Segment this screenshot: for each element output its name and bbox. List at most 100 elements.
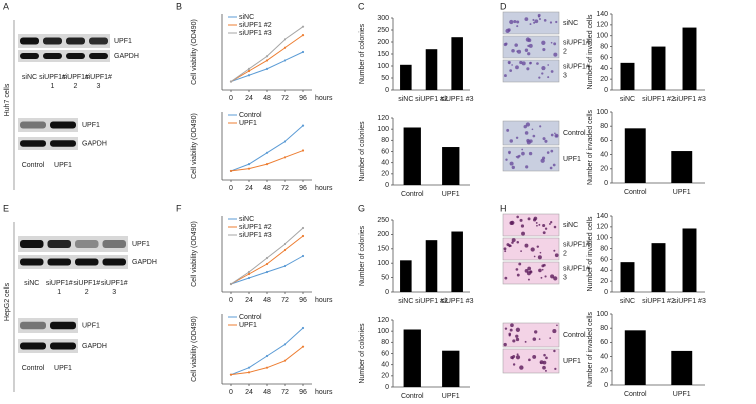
cell-dot (544, 369, 547, 372)
y-axis-label: Cell viability (OD490) (191, 221, 198, 287)
point (283, 242, 287, 246)
blot-strip (18, 255, 128, 269)
point (265, 256, 269, 260)
cell-dot (543, 19, 547, 22)
cell-dot (528, 151, 533, 156)
cell-dot (545, 356, 548, 360)
cell-dot (523, 124, 527, 129)
point (301, 124, 305, 127)
x-tick-label: 48 (263, 95, 271, 102)
point (247, 272, 251, 276)
cell-dot (525, 122, 531, 127)
y-tick-label: 0 (604, 180, 608, 187)
point (283, 156, 287, 159)
cell-dot (504, 250, 507, 253)
cell-dot (509, 19, 514, 25)
blot-band (20, 321, 46, 330)
point (265, 270, 269, 274)
cell-dot (528, 358, 531, 362)
y-tick-label: 120 (596, 22, 608, 29)
blot-band (20, 121, 46, 129)
x-tick-label: 0 (229, 297, 233, 304)
legend-label: siUPF1 #2 (239, 22, 272, 29)
blot-band (75, 240, 99, 248)
y-tick-label: 0 (604, 87, 608, 94)
cell-dot (543, 353, 546, 357)
y-tick-label: 0 (604, 289, 608, 296)
cell-dot (552, 329, 557, 334)
cell-dot (554, 132, 556, 135)
y-tick-label: 20 (600, 166, 608, 173)
assay-label: siUPF1# (563, 63, 590, 70)
blot-band (43, 37, 62, 45)
cell-dot (515, 337, 520, 342)
y-tick-label: 0 (604, 382, 608, 389)
bar (682, 27, 697, 91)
y-tick-label: 20 (600, 76, 608, 83)
point (265, 59, 269, 62)
cell-dot (519, 218, 523, 222)
panel-letter: F (176, 203, 182, 213)
y-tick-label: 100 (596, 235, 608, 242)
cell-dot (554, 367, 557, 370)
cell-dot (511, 64, 513, 66)
point (247, 366, 251, 369)
cell-dot (536, 245, 540, 248)
cell-dot (542, 231, 546, 235)
y-tick-label: 100 (377, 63, 389, 70)
x-tick-label: 24 (245, 297, 253, 304)
x-tick-label: 0 (229, 389, 233, 396)
blot-band (66, 53, 85, 59)
point (265, 67, 269, 70)
panel-letter: A (3, 1, 9, 11)
cell-dot (503, 342, 507, 347)
blot-strip (18, 50, 110, 62)
blot-band (50, 321, 76, 330)
x-tick-label: UPF1 (442, 191, 460, 198)
point (247, 276, 251, 280)
y-tick-label: 80 (600, 43, 608, 50)
y-axis-label: Number of colonies (359, 23, 366, 84)
cell-dot (526, 138, 530, 143)
y-tick-label: 100 (377, 260, 389, 267)
series-line (230, 255, 304, 285)
cell-dot (553, 42, 557, 46)
y-tick-label: 20 (381, 373, 389, 380)
x-tick-label: siUPF1 #3 (441, 96, 474, 103)
cell-dot (527, 44, 530, 48)
y-tick-label: 200 (377, 231, 389, 238)
y-tick-label: 120 (377, 115, 389, 122)
x-tick-label: 72 (281, 185, 289, 192)
cell-dot (541, 65, 546, 71)
cell-dot (544, 139, 548, 143)
cell-dot (515, 334, 519, 338)
cell-dot (532, 18, 535, 21)
point (283, 140, 287, 143)
y-tick-label: 80 (600, 245, 608, 252)
point (229, 373, 233, 376)
point (283, 359, 287, 362)
cell-dot (552, 163, 556, 167)
y-tick-label: 50 (381, 75, 389, 82)
cell-dot (529, 23, 532, 26)
x-tick-label: siNC (398, 96, 413, 103)
cell-dot (504, 327, 508, 330)
cell-dot (508, 29, 511, 32)
blot-band (50, 140, 76, 147)
x-tick-label: 0 (229, 95, 233, 102)
cell-dot (503, 247, 507, 251)
cell-dot (515, 65, 519, 70)
panel-letter: G (358, 203, 365, 213)
cell-dot (508, 334, 511, 336)
cell-dot (555, 20, 558, 24)
point (301, 326, 305, 330)
y-tick-label: 250 (377, 217, 389, 224)
cell-dot (515, 327, 521, 332)
legend-label: siUPF1 #3 (239, 30, 272, 37)
protein-label: UPF1 (82, 322, 100, 329)
bar (651, 46, 666, 90)
x-tick-label: siNC (398, 298, 413, 305)
y-tick-label: 80 (381, 137, 389, 144)
y-tick-label: 100 (596, 33, 608, 40)
lane-label: siNC (22, 74, 37, 81)
